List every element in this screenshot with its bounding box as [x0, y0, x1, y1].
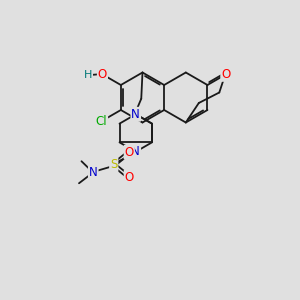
- Text: O: O: [124, 171, 134, 184]
- Text: Cl: Cl: [96, 115, 107, 128]
- Text: H: H: [84, 70, 92, 80]
- Text: O: O: [124, 146, 134, 159]
- Text: S: S: [110, 158, 117, 171]
- Text: N: N: [131, 108, 140, 121]
- Text: N: N: [131, 145, 140, 158]
- Text: O: O: [221, 68, 230, 81]
- Text: N: N: [89, 166, 98, 179]
- Text: O: O: [98, 68, 107, 81]
